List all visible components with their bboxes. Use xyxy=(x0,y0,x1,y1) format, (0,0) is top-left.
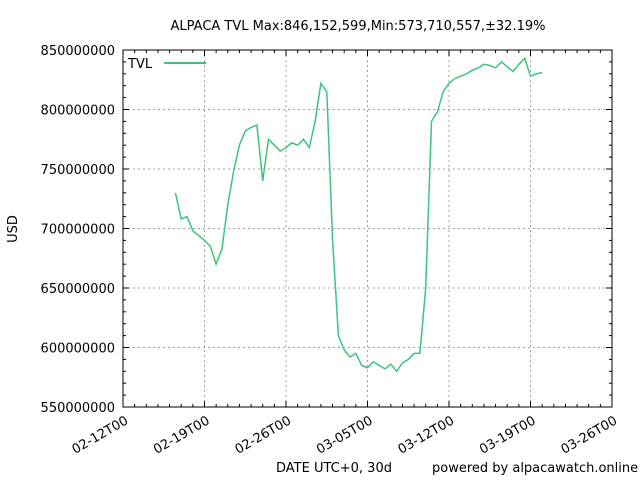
x-tick-label: 03-12T00 xyxy=(396,413,457,457)
y-tick-label: 650000000 xyxy=(41,282,115,297)
chart-title: ALPACA TVL Max:846,152,599,Min:573,710,5… xyxy=(171,19,546,34)
x-tick-label: 03-26T00 xyxy=(559,413,620,457)
legend: TVL xyxy=(127,57,206,72)
y-tick-label: 550000000 xyxy=(41,401,115,416)
footer-credit: powered by alpacawatch.online xyxy=(432,461,638,476)
x-tick-label: 02-26T00 xyxy=(233,413,294,457)
x-tick-labels: 02-12T00 02-19T00 02-26T00 03-05T00 03-12T00… xyxy=(70,413,620,457)
y-tick-label: 800000000 xyxy=(41,104,115,119)
tvl-series-line xyxy=(174,56,543,373)
y-tick-label: 600000000 xyxy=(41,342,115,357)
y-axis-label: USD xyxy=(6,215,21,243)
x-tick-label: 02-12T00 xyxy=(70,413,131,457)
y-tick-label: 750000000 xyxy=(41,163,115,178)
legend-label: TVL xyxy=(127,57,153,72)
grid xyxy=(123,50,612,407)
x-tick-label: 02-19T00 xyxy=(151,413,212,457)
x-axis-label: DATE UTC+0, 30d xyxy=(276,461,392,476)
y-tick-label: 850000000 xyxy=(41,44,115,59)
y-tick-labels: 550000000 600000000 650000000 700000000 7500… xyxy=(41,44,115,416)
tick-marks xyxy=(122,49,613,408)
x-tick-label: 03-05T00 xyxy=(314,413,375,457)
y-tick-label: 700000000 xyxy=(41,223,115,238)
x-tick-label: 03-19T00 xyxy=(477,413,538,457)
